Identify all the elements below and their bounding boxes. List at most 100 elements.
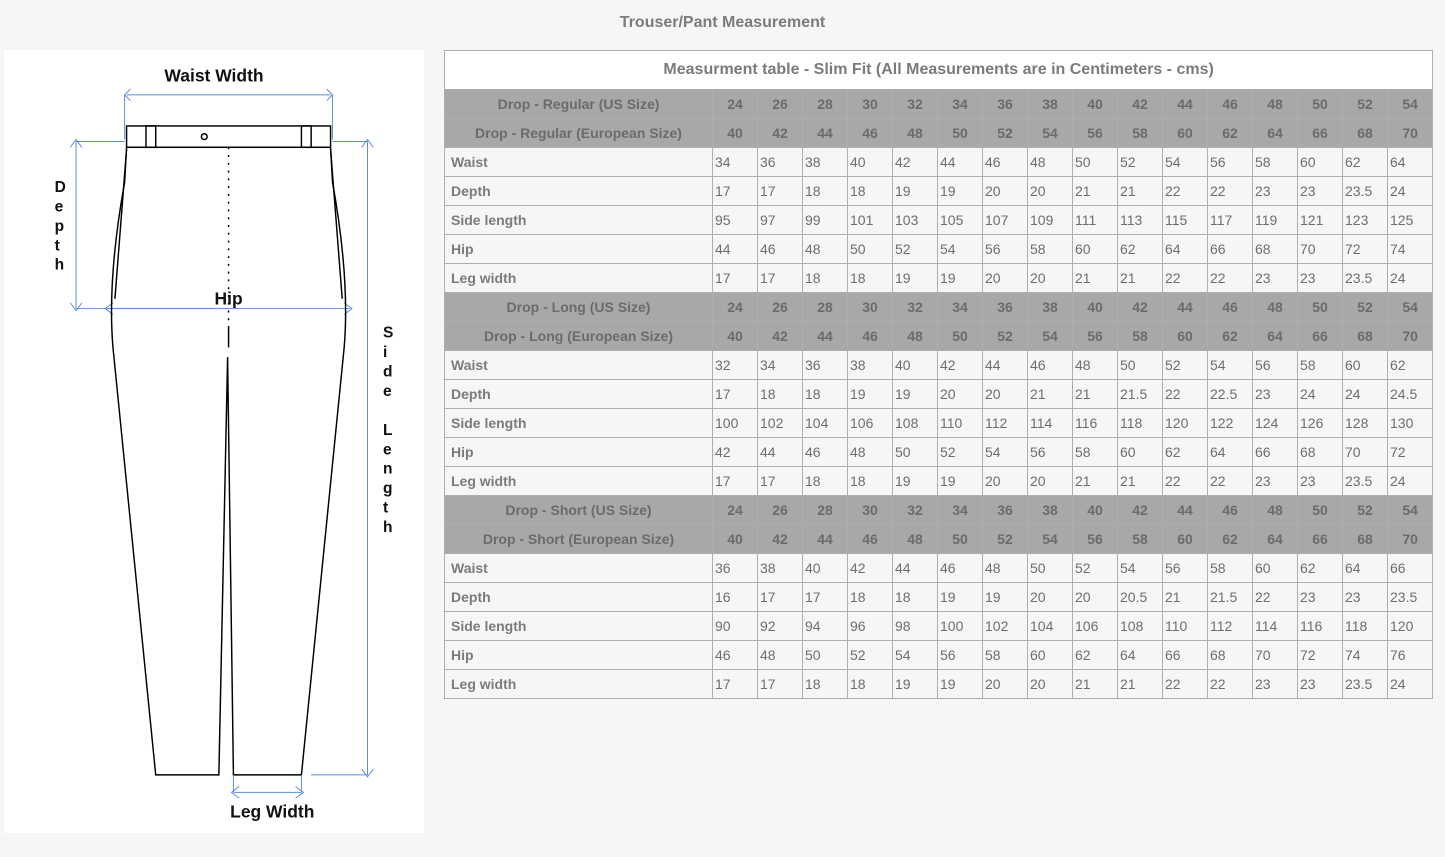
measure-cell: 58 (1253, 148, 1298, 177)
label-side-e: e (383, 383, 392, 400)
measure-cell: 22 (1163, 467, 1208, 496)
size-header-cell: 60 (1163, 322, 1208, 351)
size-header-cell: 54 (1388, 293, 1433, 322)
size-header-cell: 70 (1388, 322, 1433, 351)
measure-cell: 54 (1163, 148, 1208, 177)
measure-cell: 20.5 (1118, 583, 1163, 612)
size-header-cell: 40 (713, 119, 758, 148)
measure-cell: 19 (938, 467, 983, 496)
measure-row-label: Hip (445, 641, 713, 670)
measure-cell: 70 (1298, 235, 1343, 264)
measure-cell: 66 (1388, 554, 1433, 583)
size-header-cell: 52 (983, 525, 1028, 554)
label-leg-width: Leg Width (230, 802, 314, 822)
size-header-cell: 60 (1163, 119, 1208, 148)
measure-cell: 40 (893, 351, 938, 380)
measure-cell: 22 (1208, 467, 1253, 496)
measure-cell: 74 (1388, 235, 1433, 264)
size-header-label: Drop - Long (US Size) (445, 293, 713, 322)
size-header-cell: 50 (938, 119, 983, 148)
measure-cell: 62 (1118, 235, 1163, 264)
measure-row-label: Leg width (445, 264, 713, 293)
measure-cell: 48 (983, 554, 1028, 583)
measure-cell: 130 (1388, 409, 1433, 438)
measure-cell: 106 (848, 409, 893, 438)
measure-cell: 115 (1163, 206, 1208, 235)
measure-cell: 24 (1298, 380, 1343, 409)
size-header-cell: 58 (1118, 525, 1163, 554)
measure-cell: 23 (1298, 670, 1343, 699)
size-header-cell: 48 (893, 119, 938, 148)
size-header-cell: 56 (1073, 119, 1118, 148)
measure-cell: 96 (848, 612, 893, 641)
measure-row-label: Hip (445, 235, 713, 264)
size-header-cell: 50 (938, 322, 983, 351)
size-header-cell: 34 (938, 293, 983, 322)
measure-cell: 48 (1028, 148, 1073, 177)
size-header-cell: 66 (1298, 119, 1343, 148)
measure-cell: 23.5 (1388, 583, 1433, 612)
measure-cell: 21 (1118, 670, 1163, 699)
measure-cell: 62 (1163, 438, 1208, 467)
size-header-cell: 44 (803, 322, 848, 351)
size-header-cell: 64 (1253, 322, 1298, 351)
measure-cell: 23.5 (1343, 670, 1388, 699)
measure-cell: 23 (1253, 670, 1298, 699)
size-header-cell: 66 (1298, 322, 1343, 351)
label-side-i: i (383, 344, 387, 361)
measure-cell: 22 (1208, 177, 1253, 206)
measure-cell: 62 (1388, 351, 1433, 380)
measure-cell: 113 (1118, 206, 1163, 235)
measure-cell: 18 (848, 467, 893, 496)
measure-cell: 108 (893, 409, 938, 438)
measure-cell: 24 (1388, 177, 1433, 206)
size-header-cell: 52 (1343, 293, 1388, 322)
size-header-cell: 42 (1118, 293, 1163, 322)
measure-cell: 102 (758, 409, 803, 438)
measure-cell: 20 (983, 670, 1028, 699)
size-header-cell: 40 (1073, 90, 1118, 119)
measure-cell: 52 (893, 235, 938, 264)
measure-cell: 48 (803, 235, 848, 264)
measure-cell: 76 (1388, 641, 1433, 670)
measure-cell: 100 (938, 612, 983, 641)
size-header-cell: 58 (1118, 322, 1163, 351)
measure-cell: 48 (758, 641, 803, 670)
measure-cell: 124 (1253, 409, 1298, 438)
measure-cell: 52 (1073, 554, 1118, 583)
measure-cell: 17 (803, 583, 848, 612)
measure-cell: 42 (713, 438, 758, 467)
size-header-cell: 48 (893, 525, 938, 554)
measure-cell: 21 (1118, 177, 1163, 206)
measure-cell: 58 (983, 641, 1028, 670)
measure-cell: 21 (1073, 264, 1118, 293)
size-header-cell: 36 (983, 496, 1028, 525)
measure-cell: 17 (758, 177, 803, 206)
label-side-s: S (383, 325, 393, 342)
size-header-cell: 24 (713, 90, 758, 119)
measure-cell: 16 (713, 583, 758, 612)
measure-cell: 18 (848, 583, 893, 612)
size-header-cell: 52 (983, 119, 1028, 148)
measure-cell: 44 (893, 554, 938, 583)
measure-cell: 46 (1028, 351, 1073, 380)
measure-cell: 118 (1118, 409, 1163, 438)
label-waist-width: Waist Width (164, 65, 263, 85)
measure-row-label: Side length (445, 206, 713, 235)
measure-cell: 23 (1253, 177, 1298, 206)
measure-cell: 24 (1343, 380, 1388, 409)
measure-cell: 64 (1118, 641, 1163, 670)
size-header-cell: 46 (1208, 90, 1253, 119)
measure-cell: 105 (938, 206, 983, 235)
measure-cell: 60 (1253, 554, 1298, 583)
measure-cell: 112 (983, 409, 1028, 438)
size-header-cell: 58 (1118, 119, 1163, 148)
size-header-cell: 64 (1253, 119, 1298, 148)
measure-cell: 50 (1028, 554, 1073, 583)
measure-cell: 18 (803, 264, 848, 293)
size-header-cell: 44 (1163, 496, 1208, 525)
measure-cell: 21 (1118, 264, 1163, 293)
measure-cell: 21 (1073, 177, 1118, 206)
size-header-label: Drop - Regular (US Size) (445, 90, 713, 119)
size-header-cell: 36 (983, 293, 1028, 322)
